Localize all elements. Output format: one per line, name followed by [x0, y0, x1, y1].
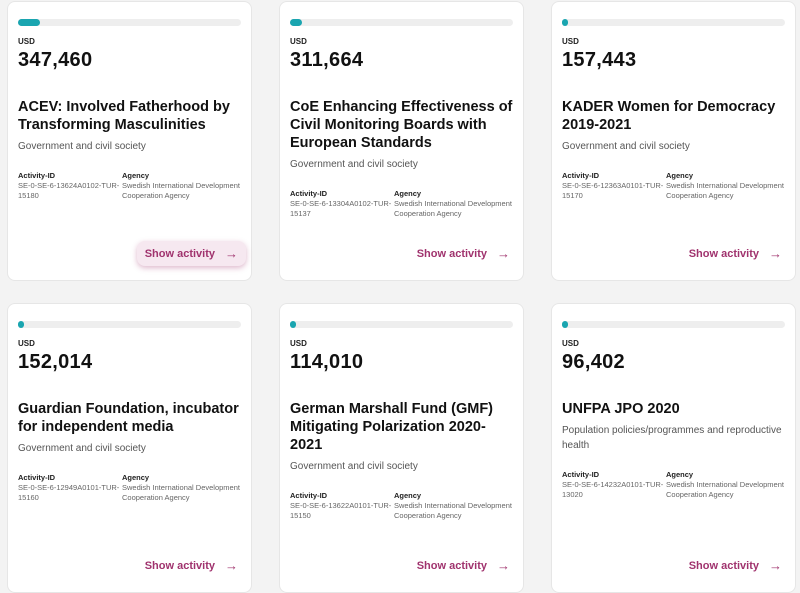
- agency-label: Agency: [394, 189, 422, 198]
- progress-bar: [18, 321, 241, 328]
- show-activity-button[interactable]: Show activity →: [681, 553, 790, 578]
- arrow-right-icon: →: [225, 558, 238, 573]
- agency-label: Agency: [666, 171, 694, 180]
- show-activity-button[interactable]: Show activity →: [681, 241, 790, 266]
- agency: Swedish International Development Cooper…: [394, 501, 512, 520]
- meta: Activity-ID SE-0-SE-6-14232A0101-TUR-1302…: [562, 470, 785, 500]
- activity-id-label: Activity-ID: [562, 171, 600, 180]
- show-activity-button[interactable]: Show activity →: [136, 241, 246, 266]
- agency-label: Agency: [122, 171, 150, 180]
- arrow-right-icon: →: [769, 558, 782, 573]
- agency: Swedish International Development Cooper…: [122, 181, 240, 200]
- meta: Activity-ID SE-0-SE-6-13622A0101-TUR-1515…: [290, 491, 513, 521]
- currency-label: USD: [290, 339, 307, 348]
- meta: Activity-ID SE-0-SE-6-12363A0101-TUR-1517…: [562, 171, 785, 201]
- show-activity-button[interactable]: Show activity →: [137, 553, 246, 578]
- show-activity-button[interactable]: Show activity →: [409, 553, 518, 578]
- progress-bar: [562, 321, 785, 328]
- agency-label: Agency: [122, 473, 150, 482]
- progress-fill: [18, 321, 24, 328]
- activity-id: SE-0-SE-6-12949A0101-TUR-15160: [18, 483, 120, 502]
- activity-id-label: Activity-ID: [290, 189, 328, 198]
- activity-title: KADER Women for Democracy 2019-2021: [562, 99, 776, 133]
- arrow-right-icon: →: [497, 558, 510, 573]
- progress-fill: [562, 321, 568, 328]
- progress-fill: [18, 19, 41, 26]
- activity-id-label: Activity-ID: [562, 470, 600, 479]
- sector: Government and civil society: [562, 141, 690, 152]
- activity-id: SE-0-SE-6-13624A0102-TUR-15180: [18, 181, 120, 200]
- amount: 96,402: [562, 351, 625, 373]
- activity-id: SE-0-SE-6-13622A0101-TUR-15150: [290, 501, 392, 520]
- progress-fill: [562, 19, 568, 26]
- show-activity-label: Show activity: [688, 247, 759, 260]
- activity-title: CoE Enhancing Effectiveness of Civil Mon…: [290, 99, 513, 151]
- activity-card: USD 347,460 ACEV: Involved Fatherhood by…: [7, 1, 252, 281]
- amount: 347,460: [18, 49, 93, 71]
- activity-title: German Marshall Fund (GMF) Mitigating Po…: [290, 401, 494, 453]
- show-activity-label: Show activity: [416, 559, 487, 572]
- amount: 114,010: [290, 351, 364, 373]
- activity-id: SE-0-SE-6-12363A0101-TUR-15170: [562, 181, 664, 200]
- activity-card: USD 157,443 KADER Women for Democracy 20…: [551, 1, 796, 281]
- activity-card: USD 114,010 German Marshall Fund (GMF) M…: [279, 303, 524, 593]
- currency-label: USD: [290, 37, 307, 46]
- sector: Population policies/programmes and repro…: [562, 425, 782, 451]
- activity-title: Guardian Foundation, incubator for indep…: [18, 401, 239, 435]
- show-activity-label: Show activity: [688, 559, 759, 572]
- agency-label: Agency: [666, 470, 694, 479]
- progress-bar: [562, 19, 785, 26]
- amount: 311,664: [290, 49, 364, 71]
- activity-id-label: Activity-ID: [18, 473, 56, 482]
- sector: Government and civil society: [290, 159, 418, 170]
- meta: Activity-ID SE-0-SE-6-12949A0101-TUR-1516…: [18, 473, 241, 503]
- progress-fill: [290, 321, 296, 328]
- show-activity-label: Show activity: [144, 247, 215, 260]
- show-activity-label: Show activity: [144, 559, 215, 572]
- show-activity-label: Show activity: [416, 247, 487, 260]
- activity-card: USD 311,664 CoE Enhancing Effectiveness …: [279, 1, 524, 281]
- activity-id-label: Activity-ID: [18, 171, 56, 180]
- activity-card: USD 96,402 UNFPA JPO 2020 Population pol…: [551, 303, 796, 593]
- currency-label: USD: [18, 339, 35, 348]
- activity-title: ACEV: Involved Fatherhood by Transformin…: [18, 99, 230, 133]
- agency: Swedish International Development Cooper…: [122, 483, 240, 502]
- arrow-right-icon: →: [497, 246, 510, 261]
- progress-bar: [18, 19, 241, 26]
- sector: Government and civil society: [18, 443, 146, 454]
- activity-card: USD 152,014 Guardian Foundation, incubat…: [7, 303, 252, 593]
- arrow-right-icon: →: [225, 246, 238, 261]
- agency: Swedish International Development Cooper…: [666, 181, 784, 200]
- amount: 152,014: [18, 351, 93, 373]
- activity-title: UNFPA JPO 2020: [562, 401, 680, 417]
- arrow-right-icon: →: [769, 246, 782, 261]
- sector: Government and civil society: [18, 141, 146, 152]
- meta: Activity-ID SE-0-SE-6-13304A0102-TUR-1513…: [290, 189, 513, 219]
- amount: 157,443: [562, 49, 637, 71]
- activity-id: SE-0-SE-6-14232A0101-TUR-13020: [562, 480, 664, 499]
- progress-bar: [290, 19, 513, 26]
- sector: Government and civil society: [290, 461, 418, 472]
- activity-id: SE-0-SE-6-13304A0102-TUR-15137: [290, 199, 392, 218]
- agency: Swedish International Development Cooper…: [394, 199, 512, 218]
- show-activity-button[interactable]: Show activity →: [409, 241, 518, 266]
- currency-label: USD: [562, 37, 579, 46]
- meta: Activity-ID SE-0-SE-6-13624A0102-TUR-1518…: [18, 171, 241, 201]
- activity-id-label: Activity-ID: [290, 491, 328, 500]
- agency-label: Agency: [394, 491, 422, 500]
- currency-label: USD: [562, 339, 579, 348]
- progress-fill: [290, 19, 303, 26]
- progress-bar: [290, 321, 513, 328]
- agency: Swedish International Development Cooper…: [666, 480, 784, 499]
- currency-label: USD: [18, 37, 35, 46]
